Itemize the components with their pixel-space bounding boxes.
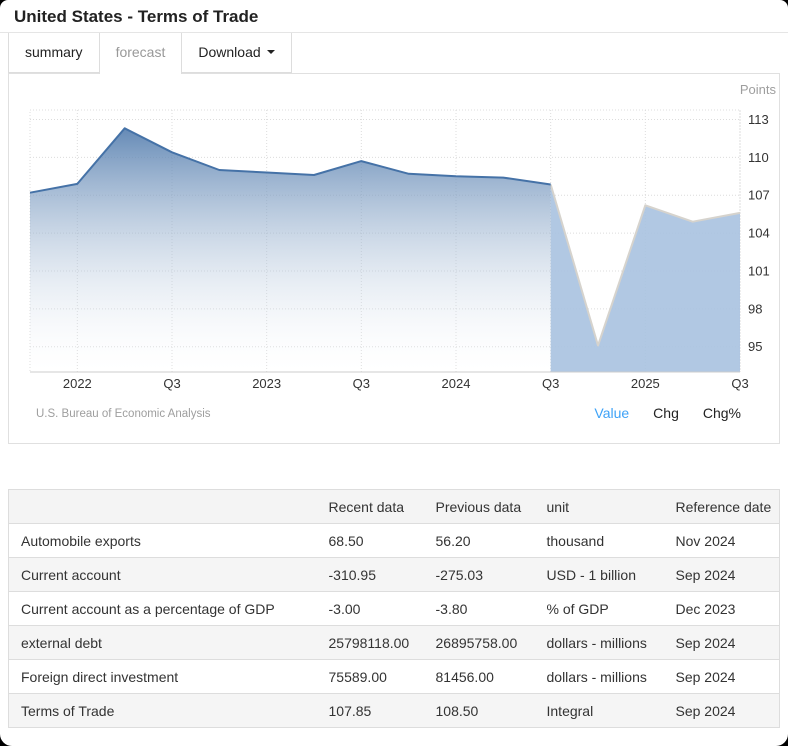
link-chg[interactable]: Chg: [653, 405, 679, 421]
recent-value: -310.95: [316, 557, 424, 592]
recent-value: 25798118.00: [316, 625, 424, 660]
y-tick-label: 107: [748, 188, 770, 203]
table-row: Current account -310.95 -275.03 USD - 1 …: [8, 557, 780, 592]
link-chg-pct[interactable]: Chg%: [702, 405, 741, 421]
y-tick-label: 98: [748, 301, 762, 316]
reference-date: Nov 2024: [663, 523, 780, 558]
x-tick-label: 2022: [63, 376, 92, 391]
page-title: United States - Terms of Trade: [14, 7, 259, 26]
reference-date: Sep 2024: [663, 659, 780, 694]
forecast-line: [549, 184, 741, 347]
y-tick-label: 110: [748, 150, 769, 165]
previous-value: 26895758.00: [423, 625, 535, 660]
indicator-name[interactable]: Terms of Trade: [8, 693, 317, 728]
indicator-name[interactable]: Automobile exports: [8, 523, 317, 558]
x-tick-label: 2024: [442, 376, 471, 391]
reference-date: Sep 2024: [663, 557, 780, 592]
header-recent: Recent data: [316, 489, 424, 524]
recent-value: 75589.00: [316, 659, 424, 694]
y-tick-label: 113: [748, 112, 769, 127]
reference-date: Dec 2023: [663, 591, 780, 626]
forecast-area: [550, 184, 740, 372]
recent-value: -3.00: [316, 591, 424, 626]
x-tick-label: 2023: [252, 376, 281, 391]
table-row: Terms of Trade 107.85 108.50 Integral Se…: [8, 693, 780, 728]
y-tick-label: 104: [748, 226, 770, 241]
unit-value: thousand: [534, 523, 664, 558]
header-unit: unit: [534, 489, 664, 524]
historical-line: [29, 127, 551, 194]
y-tick-label: 101: [748, 263, 770, 278]
x-tick-label: Q3: [731, 376, 748, 391]
reference-date: Sep 2024: [663, 693, 780, 728]
table-row: Foreign direct investment 75589.00 81456…: [8, 659, 780, 694]
unit-value: USD - 1 billion: [534, 557, 664, 592]
reference-date: Sep 2024: [663, 625, 780, 660]
header-previous: Previous data: [423, 489, 535, 524]
recent-value: 107.85: [316, 693, 424, 728]
unit-value: dollars - millions: [534, 659, 664, 694]
header-reference: Reference date: [663, 489, 780, 524]
indicator-name[interactable]: Foreign direct investment: [8, 659, 317, 694]
x-tick-label: Q3: [353, 376, 370, 391]
download-label: Download: [198, 44, 261, 60]
indicator-table: Recent data Previous data unit Reference…: [8, 489, 780, 728]
previous-value: 81456.00: [423, 659, 535, 694]
chevron-down-icon: [266, 50, 275, 54]
tab-bar: summary forecast Download: [0, 33, 788, 74]
download-dropdown[interactable]: Download: [181, 33, 292, 73]
indicator-name[interactable]: external debt: [8, 625, 317, 660]
x-tick-label: Q3: [163, 376, 180, 391]
unit-value: % of GDP: [534, 591, 664, 626]
recent-value: 68.50: [316, 523, 424, 558]
forecast-chart[interactable]: 95 98 101 104 107 110 113 2022 Q3 2023 Q3 2024 Q3 202…: [9, 74, 778, 399]
x-tick-label: 2025: [631, 376, 660, 391]
unit-value: Integral: [534, 693, 664, 728]
tab-summary[interactable]: summary: [8, 33, 100, 73]
chart-mode-links: Value Chg Chg%: [594, 405, 741, 421]
link-value[interactable]: Value: [594, 405, 630, 421]
historical-area: [30, 128, 551, 372]
table-row: Current account as a percentage of GDP -…: [8, 591, 780, 626]
unit-value: dollars - millions: [534, 625, 664, 660]
indicator-name[interactable]: Current account as a percentage of GDP: [8, 591, 317, 626]
tab-forecast[interactable]: forecast: [98, 33, 183, 74]
header-indicator: [8, 489, 317, 524]
table-header-row: Recent data Previous data unit Reference…: [8, 489, 780, 524]
title-bar: United States - Terms of Trade: [0, 0, 788, 33]
y-tick-label: 95: [748, 339, 762, 354]
previous-value: -3.80: [423, 591, 535, 626]
indicator-name[interactable]: Current account: [8, 557, 317, 592]
chart-panel: 95 98 101 104 107 110 113 2022 Q3 2023 Q3 2024 Q3 202…: [8, 73, 780, 444]
x-tick-label: Q3: [542, 376, 559, 391]
previous-value: 108.50: [423, 693, 535, 728]
table-row: external debt 25798118.00 26895758.00 do…: [8, 625, 780, 660]
previous-value: -275.03: [423, 557, 535, 592]
table-row: Automobile exports 68.50 56.20 thousand …: [8, 523, 780, 558]
y-axis-unit-label: Points: [740, 82, 777, 97]
chart-source: U.S. Bureau of Economic Analysis: [36, 408, 211, 420]
previous-value: 56.20: [423, 523, 535, 558]
